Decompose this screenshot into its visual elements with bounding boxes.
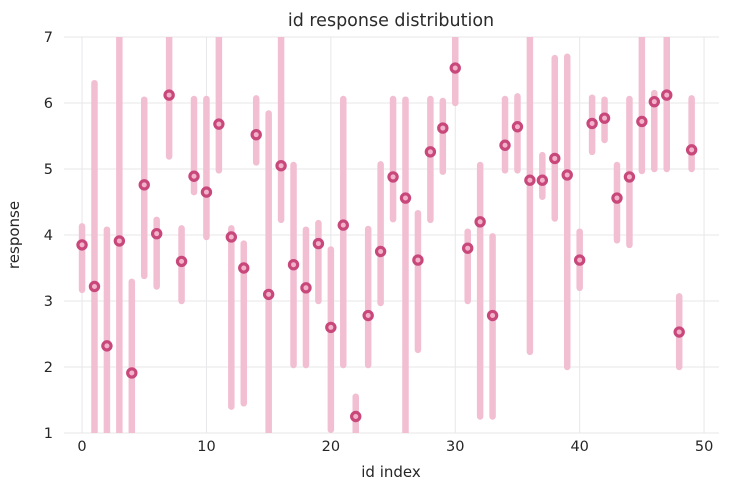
data-point-marker bbox=[412, 254, 424, 266]
x-axis-label: id index bbox=[361, 463, 421, 481]
data-point-marker bbox=[561, 169, 573, 181]
data-point-marker bbox=[88, 280, 101, 293]
data-point-marker bbox=[673, 326, 685, 338]
data-point-marker bbox=[238, 262, 250, 274]
data-point-marker bbox=[138, 179, 150, 191]
data-point-marker bbox=[175, 255, 188, 268]
data-point-marker bbox=[449, 62, 461, 74]
chart-title: id response distribution bbox=[288, 11, 494, 31]
data-point-marker bbox=[76, 239, 88, 251]
data-point-marker bbox=[573, 254, 586, 266]
data-point-marker bbox=[611, 192, 623, 204]
y-tick-label: 1 bbox=[44, 426, 53, 442]
data-point-marker bbox=[461, 242, 474, 254]
data-point-marker bbox=[486, 309, 499, 322]
data-point-marker bbox=[350, 410, 362, 423]
data-point-marker bbox=[362, 309, 374, 322]
data-point-marker bbox=[399, 192, 412, 204]
data-point-marker bbox=[275, 159, 287, 172]
data-point-marker bbox=[524, 174, 536, 186]
data-point-marker bbox=[586, 117, 598, 130]
data-point-marker bbox=[101, 340, 113, 352]
data-point-marker bbox=[437, 122, 449, 134]
y-tick-label: 2 bbox=[44, 360, 53, 376]
x-tick-label: 0 bbox=[77, 439, 86, 455]
x-tick-labels: 0 10 20 30 40 50 bbox=[77, 439, 713, 455]
data-point-marker bbox=[424, 146, 437, 158]
data-point-marker bbox=[549, 152, 561, 165]
data-point-marker bbox=[499, 139, 511, 151]
data-point-marker bbox=[287, 259, 300, 271]
y-tick-label: 4 bbox=[44, 228, 53, 244]
data-point-marker bbox=[685, 144, 698, 156]
x-tick-label: 10 bbox=[197, 439, 215, 455]
y-tick-label: 3 bbox=[44, 294, 53, 310]
y-tick-label: 6 bbox=[44, 96, 53, 112]
y-tick-label: 5 bbox=[44, 162, 53, 178]
data-point-marker bbox=[598, 112, 611, 124]
x-tick-label: 20 bbox=[322, 439, 340, 455]
data-point-marker bbox=[225, 231, 238, 243]
x-tick-label: 30 bbox=[446, 439, 464, 455]
data-point-marker bbox=[312, 237, 325, 250]
data-point-marker bbox=[300, 282, 312, 294]
data-point-marker bbox=[536, 174, 549, 186]
data-point-marker bbox=[387, 171, 399, 183]
data-point-marker bbox=[474, 216, 486, 228]
data-point-marker bbox=[213, 118, 225, 130]
data-points bbox=[76, 62, 698, 423]
data-point-marker bbox=[126, 367, 138, 379]
data-point-marker bbox=[150, 227, 163, 240]
data-point-marker bbox=[325, 321, 337, 334]
data-point-marker bbox=[188, 170, 200, 182]
y-tick-label: 7 bbox=[44, 30, 53, 46]
data-point-marker bbox=[636, 115, 648, 128]
x-tick-label: 50 bbox=[695, 439, 713, 455]
data-point-marker bbox=[337, 219, 349, 231]
data-point-marker bbox=[661, 89, 673, 101]
data-point-marker bbox=[623, 171, 636, 183]
x-tick-label: 40 bbox=[570, 439, 588, 455]
data-point-marker bbox=[250, 128, 262, 141]
data-point-marker bbox=[200, 186, 213, 198]
data-point-marker bbox=[262, 288, 275, 301]
data-point-marker bbox=[113, 235, 126, 247]
data-point-marker bbox=[511, 121, 524, 133]
data-point-marker bbox=[374, 245, 387, 258]
y-axis-label: response bbox=[5, 201, 23, 269]
data-point-marker bbox=[648, 95, 661, 108]
data-point-marker bbox=[163, 89, 175, 101]
y-tick-labels: 1 2 3 4 5 6 7 bbox=[44, 30, 53, 442]
